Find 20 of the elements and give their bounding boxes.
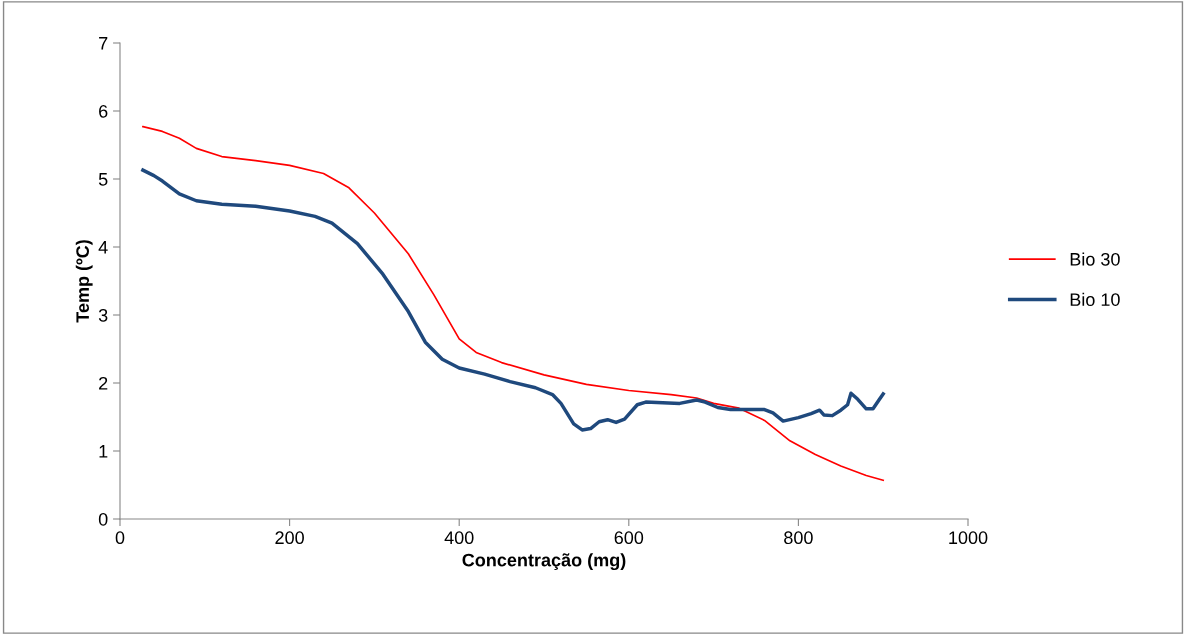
x-tick-label: 0	[115, 531, 125, 545]
y-tick-label: 5	[98, 173, 108, 186]
legend-label: Bio 30	[1070, 252, 1120, 266]
x-tick-label: 800	[784, 531, 813, 545]
x-tick-label: 400	[444, 531, 474, 545]
y-tick-label: 7	[99, 37, 108, 50]
y-axis-title: Temp (ºC)	[75, 240, 93, 323]
x-axis-title: Concentração (mg)	[462, 553, 626, 571]
x-tick-label: 200	[275, 531, 304, 545]
line-series	[142, 125, 885, 482]
legend-label: Bio 10	[1070, 292, 1120, 306]
y-tick-label: 4	[98, 241, 108, 254]
x-tick-label: 600	[614, 531, 644, 545]
y-tick-label: 1	[99, 445, 108, 458]
y-tick-label: 3	[98, 308, 108, 322]
x-tick-label: 1000	[949, 531, 988, 545]
y-tick-label: 2	[99, 376, 108, 390]
y-tick-label: 0	[98, 512, 108, 526]
y-tick-label: 6	[99, 104, 108, 118]
line-series	[141, 168, 885, 432]
